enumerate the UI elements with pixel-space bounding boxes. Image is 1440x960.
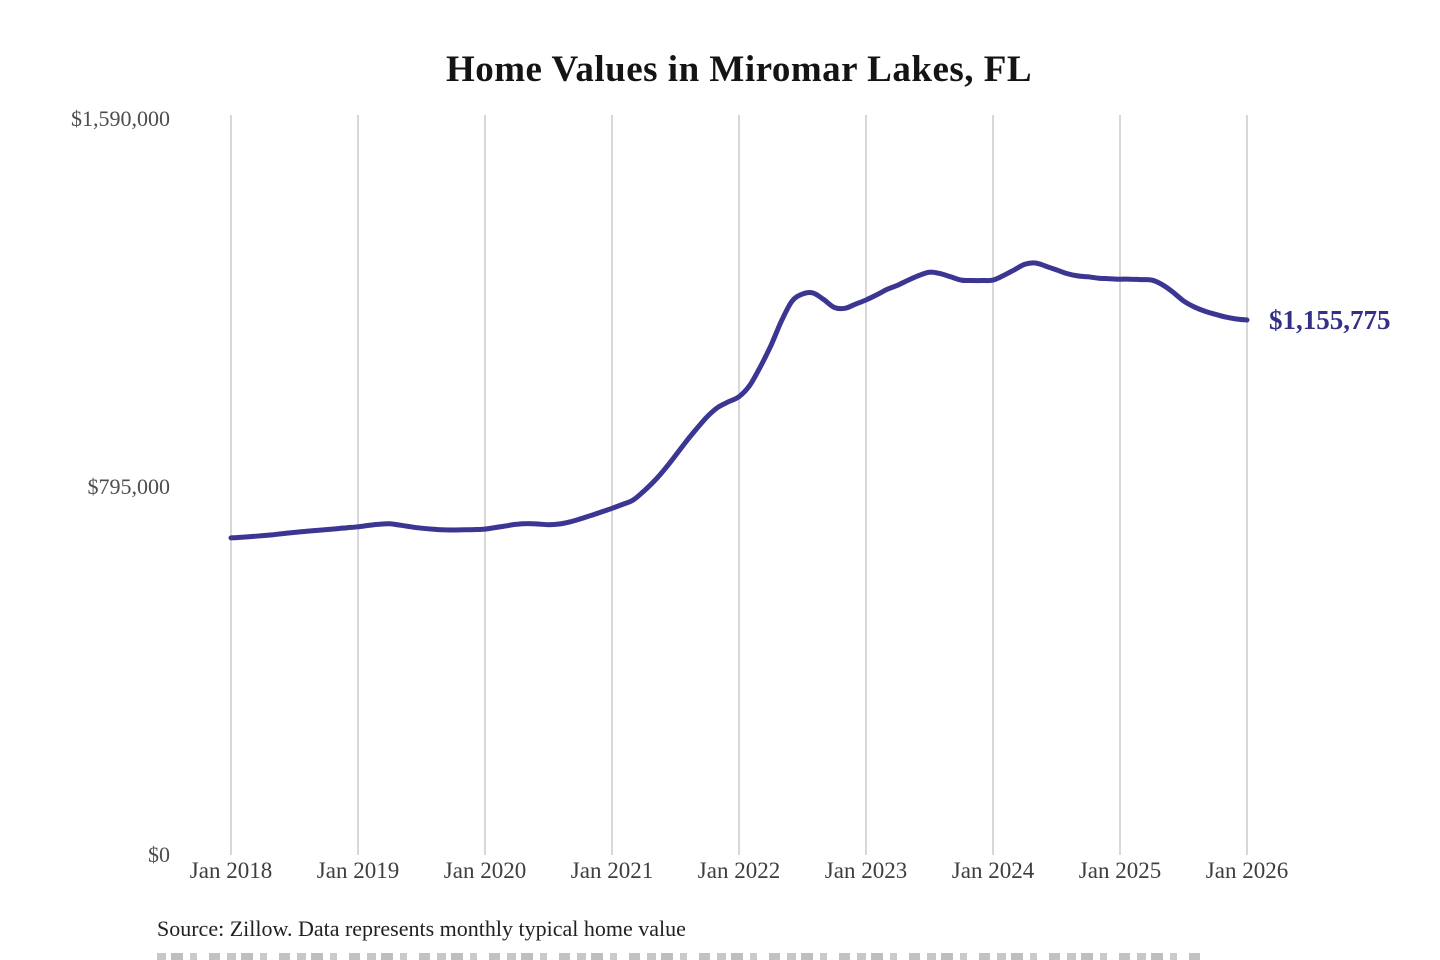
y-tick-label-2: $0 xyxy=(148,842,170,867)
x-tick-label-jan-2026: Jan 2026 xyxy=(1205,858,1289,883)
x-tick-label-jan-2023: Jan 2023 xyxy=(824,858,908,883)
x-tick-label-jan-2021: Jan 2021 xyxy=(570,858,654,883)
chart-title: Home Values in Miromar Lakes, FL xyxy=(445,49,1033,90)
clipped-text-line xyxy=(157,953,1202,960)
x-tick-label-jan-2025: Jan 2025 xyxy=(1078,858,1162,883)
x-tick-label-jan-2020: Jan 2020 xyxy=(443,858,527,883)
x-tick-label-jan-2018: Jan 2018 xyxy=(189,858,273,883)
x-tick-label-jan-2022: Jan 2022 xyxy=(697,858,781,883)
y-tick-label-1: $795,000 xyxy=(87,474,171,499)
x-tick-label-jan-2024: Jan 2024 xyxy=(951,858,1035,883)
home-value-line xyxy=(228,260,1250,541)
y-tick-label-0: $1,590,000 xyxy=(71,106,170,131)
source-note: Source: Zillow. Data represents monthly … xyxy=(157,916,686,941)
x-tick-label-jan-2019: Jan 2019 xyxy=(316,858,400,883)
latest-value-label: $1,155,775 xyxy=(1269,304,1391,335)
